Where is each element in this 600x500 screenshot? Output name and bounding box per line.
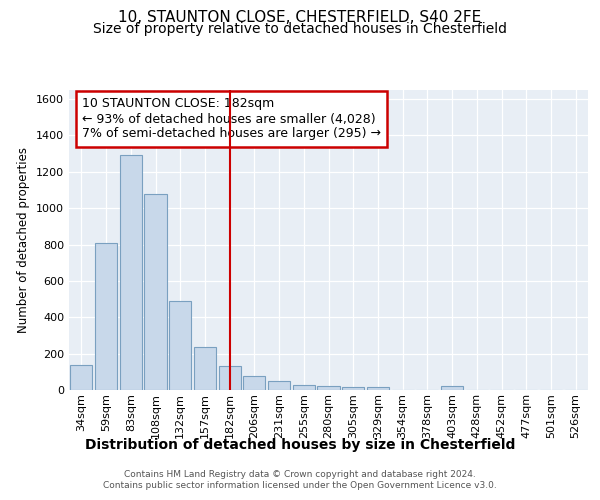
Bar bbox=[243, 376, 265, 390]
Text: Contains public sector information licensed under the Open Government Licence v3: Contains public sector information licen… bbox=[103, 482, 497, 490]
Bar bbox=[317, 386, 340, 390]
Text: Size of property relative to detached houses in Chesterfield: Size of property relative to detached ho… bbox=[93, 22, 507, 36]
Bar bbox=[145, 194, 167, 390]
Bar bbox=[119, 154, 142, 390]
Bar bbox=[218, 366, 241, 390]
Bar bbox=[70, 364, 92, 390]
Text: 10, STAUNTON CLOSE, CHESTERFIELD, S40 2FE: 10, STAUNTON CLOSE, CHESTERFIELD, S40 2F… bbox=[118, 10, 482, 25]
Text: Distribution of detached houses by size in Chesterfield: Distribution of detached houses by size … bbox=[85, 438, 515, 452]
Bar bbox=[268, 381, 290, 390]
Bar bbox=[194, 348, 216, 390]
Bar bbox=[169, 301, 191, 390]
Bar bbox=[95, 242, 117, 390]
Bar bbox=[342, 388, 364, 390]
Bar bbox=[367, 388, 389, 390]
Y-axis label: Number of detached properties: Number of detached properties bbox=[17, 147, 31, 333]
Bar bbox=[293, 384, 315, 390]
Text: Contains HM Land Registry data © Crown copyright and database right 2024.: Contains HM Land Registry data © Crown c… bbox=[124, 470, 476, 479]
Bar bbox=[441, 386, 463, 390]
Text: 10 STAUNTON CLOSE: 182sqm
← 93% of detached houses are smaller (4,028)
7% of sem: 10 STAUNTON CLOSE: 182sqm ← 93% of detac… bbox=[82, 98, 381, 140]
